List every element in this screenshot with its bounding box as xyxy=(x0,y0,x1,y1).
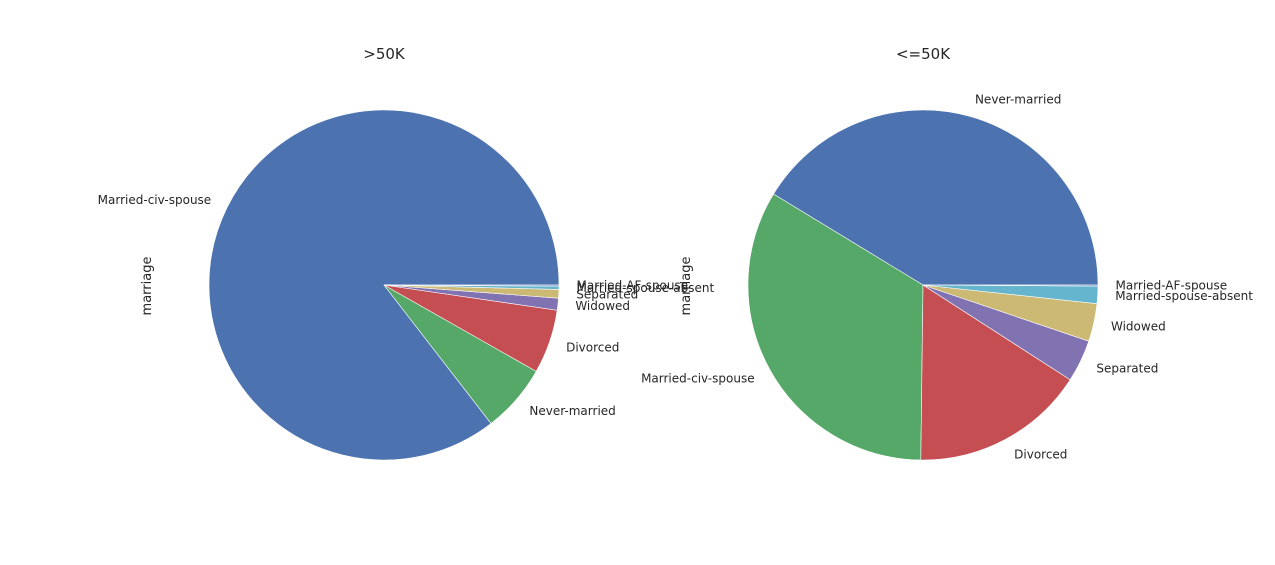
chart-title: <=50K xyxy=(896,45,951,63)
slice-label-never-married: Never-married xyxy=(975,93,1061,107)
pie-slice-never-married xyxy=(773,109,1099,286)
slice-labels: Never-married Married-civ-spouse Divorced S… xyxy=(641,93,1253,462)
pie-slice-married-af-spouse xyxy=(383,284,560,287)
pie-chart-under-50k: <=50K marriage Never-married Married-civ-… xyxy=(641,45,1253,462)
chart-title: >50K xyxy=(363,45,406,63)
pie-chart-over-50k: >50K marriage Married-civ-spouse Never-ma… xyxy=(98,45,715,461)
pie-slice-divorced xyxy=(920,284,1071,461)
slice-label-widowed: Widowed xyxy=(575,299,630,313)
slice-label-separated: Separated xyxy=(576,288,638,302)
y-axis-label: marriage xyxy=(140,257,155,316)
slice-label-married-civ-spouse: Married-civ-spouse xyxy=(98,193,212,207)
pie-slice-married-af-spouse xyxy=(922,284,1099,287)
pie-slice-married-civ-spouse xyxy=(747,193,924,461)
slice-label-married-spouse-absent: Married-spouse-absent xyxy=(1115,289,1253,303)
slice-label-widowed: Widowed xyxy=(1111,319,1166,333)
slice-label-never-married: Never-married xyxy=(529,404,615,418)
slice-label-divorced: Divorced xyxy=(566,340,619,354)
slice-label-married-civ-spouse: Married-civ-spouse xyxy=(641,371,755,385)
slices xyxy=(747,109,1099,461)
y-axis-label: marriage xyxy=(679,257,694,316)
slice-labels: Married-civ-spouse Never-married Divorced W… xyxy=(98,193,715,418)
slice-label-married-af-spouse: Married-AF-spouse xyxy=(1115,279,1227,293)
slice-label-married-af-spouse: Married-AF-spouse xyxy=(576,279,688,293)
slice-label-separated: Separated xyxy=(1096,362,1158,376)
slices xyxy=(208,109,560,461)
slice-label-divorced: Divorced xyxy=(1014,448,1067,462)
slice-label-married-spouse-absent: Married-spouse-absent xyxy=(576,281,714,295)
